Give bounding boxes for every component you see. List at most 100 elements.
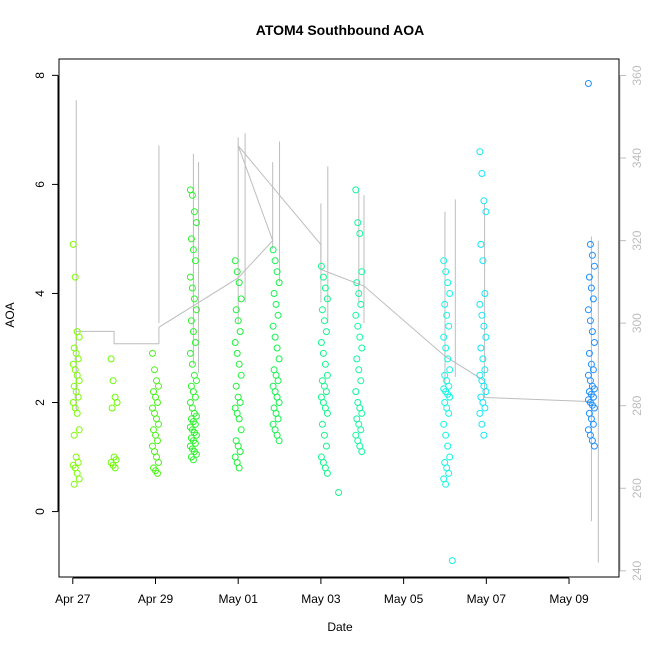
aoa-point [191, 257, 199, 265]
y-tick-label: 2 [33, 399, 47, 406]
aoa-point [111, 464, 119, 472]
aoa-point [320, 431, 328, 439]
aoa-point [353, 279, 361, 287]
aoa-point [69, 240, 77, 248]
aoa-point [590, 339, 598, 346]
aoa-point [442, 480, 450, 488]
aoa-point [479, 257, 487, 265]
y2-tick-label: 260 [630, 478, 644, 498]
aoa-point [322, 388, 330, 396]
aoa-point [481, 366, 489, 374]
aoa-point [232, 382, 240, 390]
aoa-point [323, 371, 331, 379]
aoa-point [589, 420, 597, 428]
aoa-point [586, 240, 594, 248]
aoa-point [189, 328, 197, 336]
aoa-point [231, 339, 239, 346]
aoa-point [275, 355, 283, 363]
aoa-point [589, 366, 597, 374]
aoa-point [189, 456, 197, 464]
y-axis-label: AOA [3, 302, 17, 327]
aoa-point [269, 246, 277, 254]
aoa-point [187, 317, 195, 325]
y2-tick-label: 320 [630, 230, 644, 250]
aoa-point [274, 311, 282, 319]
aoa-point [440, 257, 448, 265]
aoa-point [352, 388, 360, 396]
aoa-point [444, 279, 452, 287]
aoa-point [584, 80, 592, 87]
aoa-point [71, 273, 79, 281]
aoa-point [444, 355, 452, 363]
aoa-point [113, 399, 121, 406]
aoa-point [357, 426, 365, 434]
aoa-point [356, 333, 364, 341]
aoa-point [358, 268, 366, 276]
aoa-point [477, 344, 485, 352]
aoa-point [585, 349, 593, 357]
aoa-point [235, 360, 243, 368]
aoa-point [588, 328, 596, 336]
aoa-point [190, 295, 198, 303]
aoa-point [441, 300, 449, 308]
aoa-point [476, 409, 484, 417]
aoa-point [151, 366, 158, 374]
aoa-point [317, 339, 325, 346]
x-axis-label: Date [327, 620, 353, 634]
aoa-point [322, 442, 330, 450]
aoa-point [444, 442, 452, 450]
aoa-point [269, 322, 277, 330]
aoa-point [188, 191, 196, 199]
aoa-point [318, 420, 326, 428]
aoa-point [190, 208, 198, 216]
aoa-point [446, 393, 454, 401]
aoa-point [354, 322, 362, 330]
aoa-point [587, 284, 595, 292]
secondary-trend-line [75, 145, 592, 410]
aoa-point [442, 431, 450, 439]
aoa-point [481, 290, 489, 297]
aoa-point [75, 377, 83, 385]
aoa-point [482, 388, 490, 396]
axes: Apr 27 Apr 29 May 01 May 03 May 05 May 07 May … [33, 65, 644, 606]
aoa-point [155, 420, 162, 428]
aoa-point [445, 469, 453, 477]
aoa-point [584, 306, 592, 314]
aoa-point [446, 290, 454, 297]
aoa-point [588, 251, 596, 259]
aoa-point [476, 148, 484, 156]
aoa-point [478, 420, 486, 428]
aoa-point [355, 366, 363, 374]
aoa-point [590, 262, 598, 270]
aoa-point [233, 349, 241, 357]
aoa-point [585, 273, 593, 281]
x-tick-label: May 01 [219, 592, 259, 606]
aoa-point [476, 300, 484, 308]
x-tick-label: May 05 [384, 592, 424, 606]
y2-tick-label: 360 [630, 65, 644, 85]
aoa-point [317, 262, 325, 270]
aoa-point [188, 360, 196, 368]
aoa-point [335, 489, 343, 496]
aoa-point [275, 437, 283, 445]
aoa-point [235, 464, 243, 472]
aoa-point [590, 404, 598, 412]
aoa-point [357, 377, 365, 385]
aoa-point [273, 268, 281, 276]
aoa-point [479, 355, 487, 363]
aoa-point [478, 170, 486, 177]
aoa-point [237, 295, 245, 303]
aoa-point [358, 409, 366, 417]
y-tick-label: 8 [33, 72, 47, 79]
aoa-point [356, 230, 364, 237]
aoa-point [321, 284, 329, 292]
aoa-point [477, 240, 485, 248]
aoa-point [478, 311, 486, 319]
aoa-point [274, 377, 282, 385]
aoa-point [481, 404, 489, 412]
aoa-points [69, 80, 598, 565]
aoa-point [443, 311, 451, 319]
aoa-point [352, 186, 360, 194]
aoa-point [323, 295, 331, 303]
